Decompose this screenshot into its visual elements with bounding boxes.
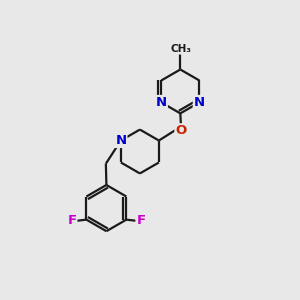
Text: F: F [136,214,146,227]
Text: CH₃: CH₃ [171,44,192,54]
Text: F: F [67,214,76,227]
Text: O: O [176,124,187,137]
Text: N: N [115,134,126,147]
Text: N: N [194,96,205,109]
Text: N: N [156,96,167,109]
